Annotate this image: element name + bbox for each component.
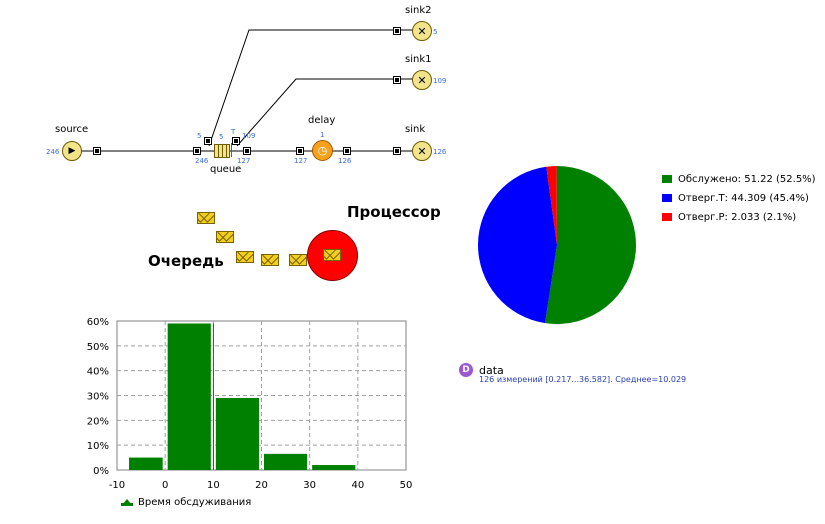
- processor-label: Процессор: [347, 203, 441, 221]
- y-tick-label: 30%: [87, 392, 109, 403]
- sink-in-port: [393, 147, 401, 155]
- pie-legend-item: Отверг.Р: 2.033 (2.1%): [662, 212, 796, 223]
- pie-legend-swatch: [662, 175, 672, 183]
- histogram-bar: [129, 457, 163, 470]
- source-node[interactable]: ▶: [62, 141, 82, 161]
- sink1-label: sink1: [405, 54, 432, 65]
- histogram-legend-swatch-base: [121, 503, 133, 506]
- histogram-bar: [312, 465, 356, 470]
- delay-node[interactable]: ◷: [312, 140, 333, 161]
- queue-timeout-count: 109: [242, 132, 256, 140]
- queue-node[interactable]: [214, 144, 230, 158]
- queue-in-count: 246: [195, 157, 209, 165]
- envelope-icon: [216, 231, 234, 243]
- queue-in-port: [193, 147, 201, 155]
- y-tick-label: 0%: [93, 466, 109, 477]
- source-label: source: [55, 124, 89, 135]
- sink1-in-port: [393, 76, 401, 84]
- histogram-legend-label: Время обсдуживания: [138, 497, 251, 508]
- envelope-icon: [261, 254, 279, 266]
- histogram-chart: 0% 10% 20% 30% 40% 50% 60% -10 0 10 20 30 40 50 Время …: [87, 317, 413, 508]
- sink1-node[interactable]: ✕: [412, 70, 432, 90]
- queue-top-left-count: 5: [197, 132, 202, 140]
- queue-top-mid-count: 5: [219, 133, 224, 141]
- y-tick-label: 50%: [87, 342, 109, 353]
- sink2-in-port: [393, 27, 401, 35]
- source-out-port: [93, 147, 101, 155]
- pie-chart: [478, 166, 637, 324]
- envelope-icon: [197, 212, 215, 224]
- histogram-bar: [167, 323, 211, 470]
- histogram-bar: [215, 397, 259, 470]
- y-tick-label: 10%: [87, 441, 109, 452]
- pie-legend-label: Отверг.Т: 44.309 (45.4%): [678, 193, 809, 204]
- envelope-icon: [236, 251, 254, 263]
- sink2-count: 5: [433, 28, 438, 36]
- clock-icon: ◷: [317, 144, 328, 157]
- queue-label: queue: [210, 164, 242, 175]
- dataset-badge-letter: D: [462, 365, 470, 375]
- x-tick-label: 20: [255, 480, 268, 491]
- pie-slice: [478, 166, 557, 324]
- x-icon: ✕: [417, 144, 427, 158]
- delay-in-port: [296, 147, 304, 155]
- y-tick-label: 20%: [87, 416, 109, 427]
- delay-in-count: 127: [294, 157, 308, 165]
- x-tick-label: 40: [351, 480, 364, 491]
- source-count: 246: [46, 148, 60, 156]
- pie-legend-swatch: [662, 194, 672, 202]
- queue-anim-label: Очередь: [148, 252, 224, 270]
- envelope-icon: [323, 249, 341, 261]
- sink-count: 126: [433, 148, 447, 156]
- x-tick-label: 0: [162, 480, 168, 491]
- play-icon: ▶: [68, 145, 76, 156]
- sink2-node[interactable]: ✕: [412, 21, 432, 41]
- pie-legend-label: Отверг.Р: 2.033 (2.1%): [678, 212, 797, 223]
- x-icon: ✕: [417, 73, 427, 87]
- queue-out-port-2: [232, 137, 240, 145]
- dataset-badge: D: [459, 363, 473, 377]
- x-tick-label: 30: [303, 480, 316, 491]
- envelope-icon: [289, 254, 307, 266]
- dataset-name: data: [479, 364, 504, 377]
- y-tick-label: 60%: [87, 317, 109, 328]
- queue-out-port: [243, 147, 251, 155]
- x-icon: ✕: [417, 24, 427, 38]
- sink1-count: 109: [433, 77, 447, 85]
- queue-out-count: 127: [237, 157, 251, 165]
- pie-legend-item: Обслужено: 51.22 (52.5%): [662, 174, 816, 185]
- pie-slice: [545, 166, 637, 324]
- pie-slice: [546, 166, 557, 245]
- pie-legend-item: Отверг.Т: 44.309 (45.4%): [662, 193, 809, 204]
- sink2-label: sink2: [405, 5, 432, 16]
- queue-timeout-port: [204, 137, 212, 145]
- sink-node[interactable]: ✕: [412, 141, 432, 161]
- queue-top-right-label: T: [231, 128, 236, 136]
- queue-exit-bar: [231, 143, 232, 157]
- x-tick-label: -10: [109, 480, 125, 491]
- delay-out-count: 126: [338, 157, 352, 165]
- pie-legend-swatch: [662, 213, 672, 221]
- delay-capacity: 1: [320, 131, 325, 139]
- x-tick-label: 10: [207, 480, 220, 491]
- dataset-summary: 126 измерений [0.217...36.582]. Среднее=…: [479, 375, 687, 384]
- x-tick-label: 50: [400, 480, 413, 491]
- delay-out-port: [343, 147, 351, 155]
- histogram-bar: [264, 453, 308, 470]
- delay-label: delay: [308, 115, 336, 126]
- y-tick-label: 40%: [87, 367, 109, 378]
- sink-label: sink: [405, 124, 426, 135]
- pie-legend-label: Обслужено: 51.22 (52.5%): [678, 174, 816, 185]
